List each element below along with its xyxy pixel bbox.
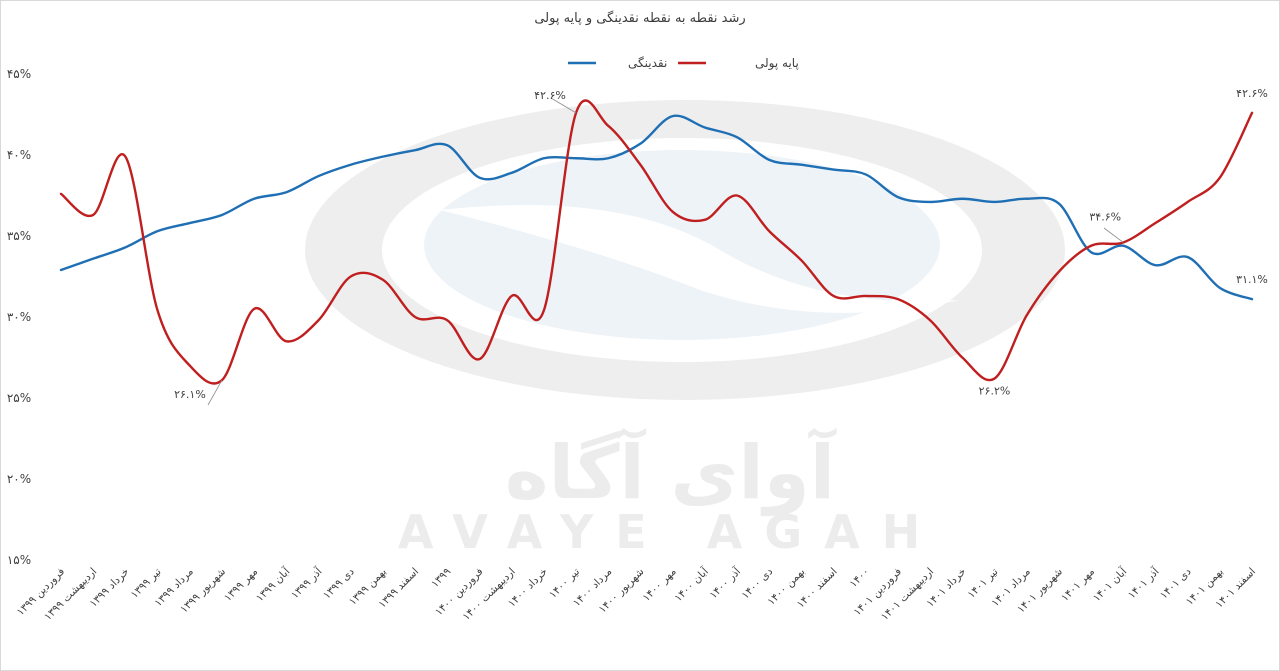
x-tick-label: ۱۳۹۹: [429, 565, 454, 590]
y-tick-label: ۴۰%: [7, 148, 31, 162]
chart-title: رشد نقطه به نقطه نقدینگی و پایه پولی: [534, 10, 745, 26]
data-label: ۴۲.۶%: [1236, 87, 1268, 100]
y-tick-label: ۳۰%: [7, 310, 31, 324]
data-label: ۲۶.۲%: [979, 385, 1011, 398]
annotation-leader: [1103, 227, 1124, 243]
x-tick-label: مهر ۱۴۰۱: [1059, 566, 1097, 604]
watermark-brand-english: AVAYE AGAH: [398, 505, 942, 559]
series-lines: [59, 99, 1254, 385]
x-tick-label: آبان ۱۳۹۹: [253, 564, 293, 604]
data-label: ۲۶.۱%: [174, 388, 206, 401]
series-line-liquidity: [59, 114, 1254, 301]
y-tick-label: ۳۵%: [7, 229, 31, 243]
y-tick-label: ۴۵%: [7, 67, 31, 81]
legend: نقدینگی پایه پولی: [568, 56, 799, 71]
annotation-leader: [207, 379, 223, 406]
y-tick-label: ۱۵%: [7, 553, 31, 567]
x-tick-label: آذر ۱۴۰۱: [1125, 564, 1162, 601]
data-label: ۳۴.۶%: [1089, 210, 1121, 223]
x-tick-label: آبان ۱۴۰۱: [1090, 564, 1130, 604]
watermark-brand-persian: آوای آگاه: [505, 427, 837, 517]
data-label: ۴۲.۶%: [534, 89, 566, 102]
y-tick-label: ۲۵%: [7, 391, 31, 405]
x-tick-label: آذر ۱۳۹۹: [288, 564, 325, 601]
x-tick-label: مهر ۱۳۹۹: [222, 566, 260, 604]
x-tick-label: ۱۴۰۰: [847, 566, 871, 590]
legend-label: نقدینگی: [628, 56, 667, 70]
watermark-swoosh: [440, 205, 960, 313]
series-line-monetary-base: [59, 99, 1254, 385]
x-tick-label: آبان ۱۴۰۰: [672, 564, 712, 604]
data-label: ۳۱.۱%: [1236, 273, 1268, 286]
legend-label: پایه پولی: [755, 56, 799, 71]
x-tick-label: آذر ۱۴۰۰: [707, 564, 744, 601]
y-tick-label: ۲۰%: [7, 472, 31, 486]
annotation-leader: [550, 97, 577, 114]
y-axis: ۱۵% ۲۰% ۲۵% ۳۰% ۳۵% ۴۰% ۴۵%: [7, 67, 31, 567]
watermark: آوای آگاه AVAYE AGAH: [305, 100, 1065, 559]
annotations: ۲۶.۱% ۴۲.۶% ۲۶.۲% ۳۴.۶% ۴۲.۶% ۳۱.۱%: [174, 87, 1268, 406]
x-tick-label: مهر ۱۴۰۰: [640, 566, 678, 604]
